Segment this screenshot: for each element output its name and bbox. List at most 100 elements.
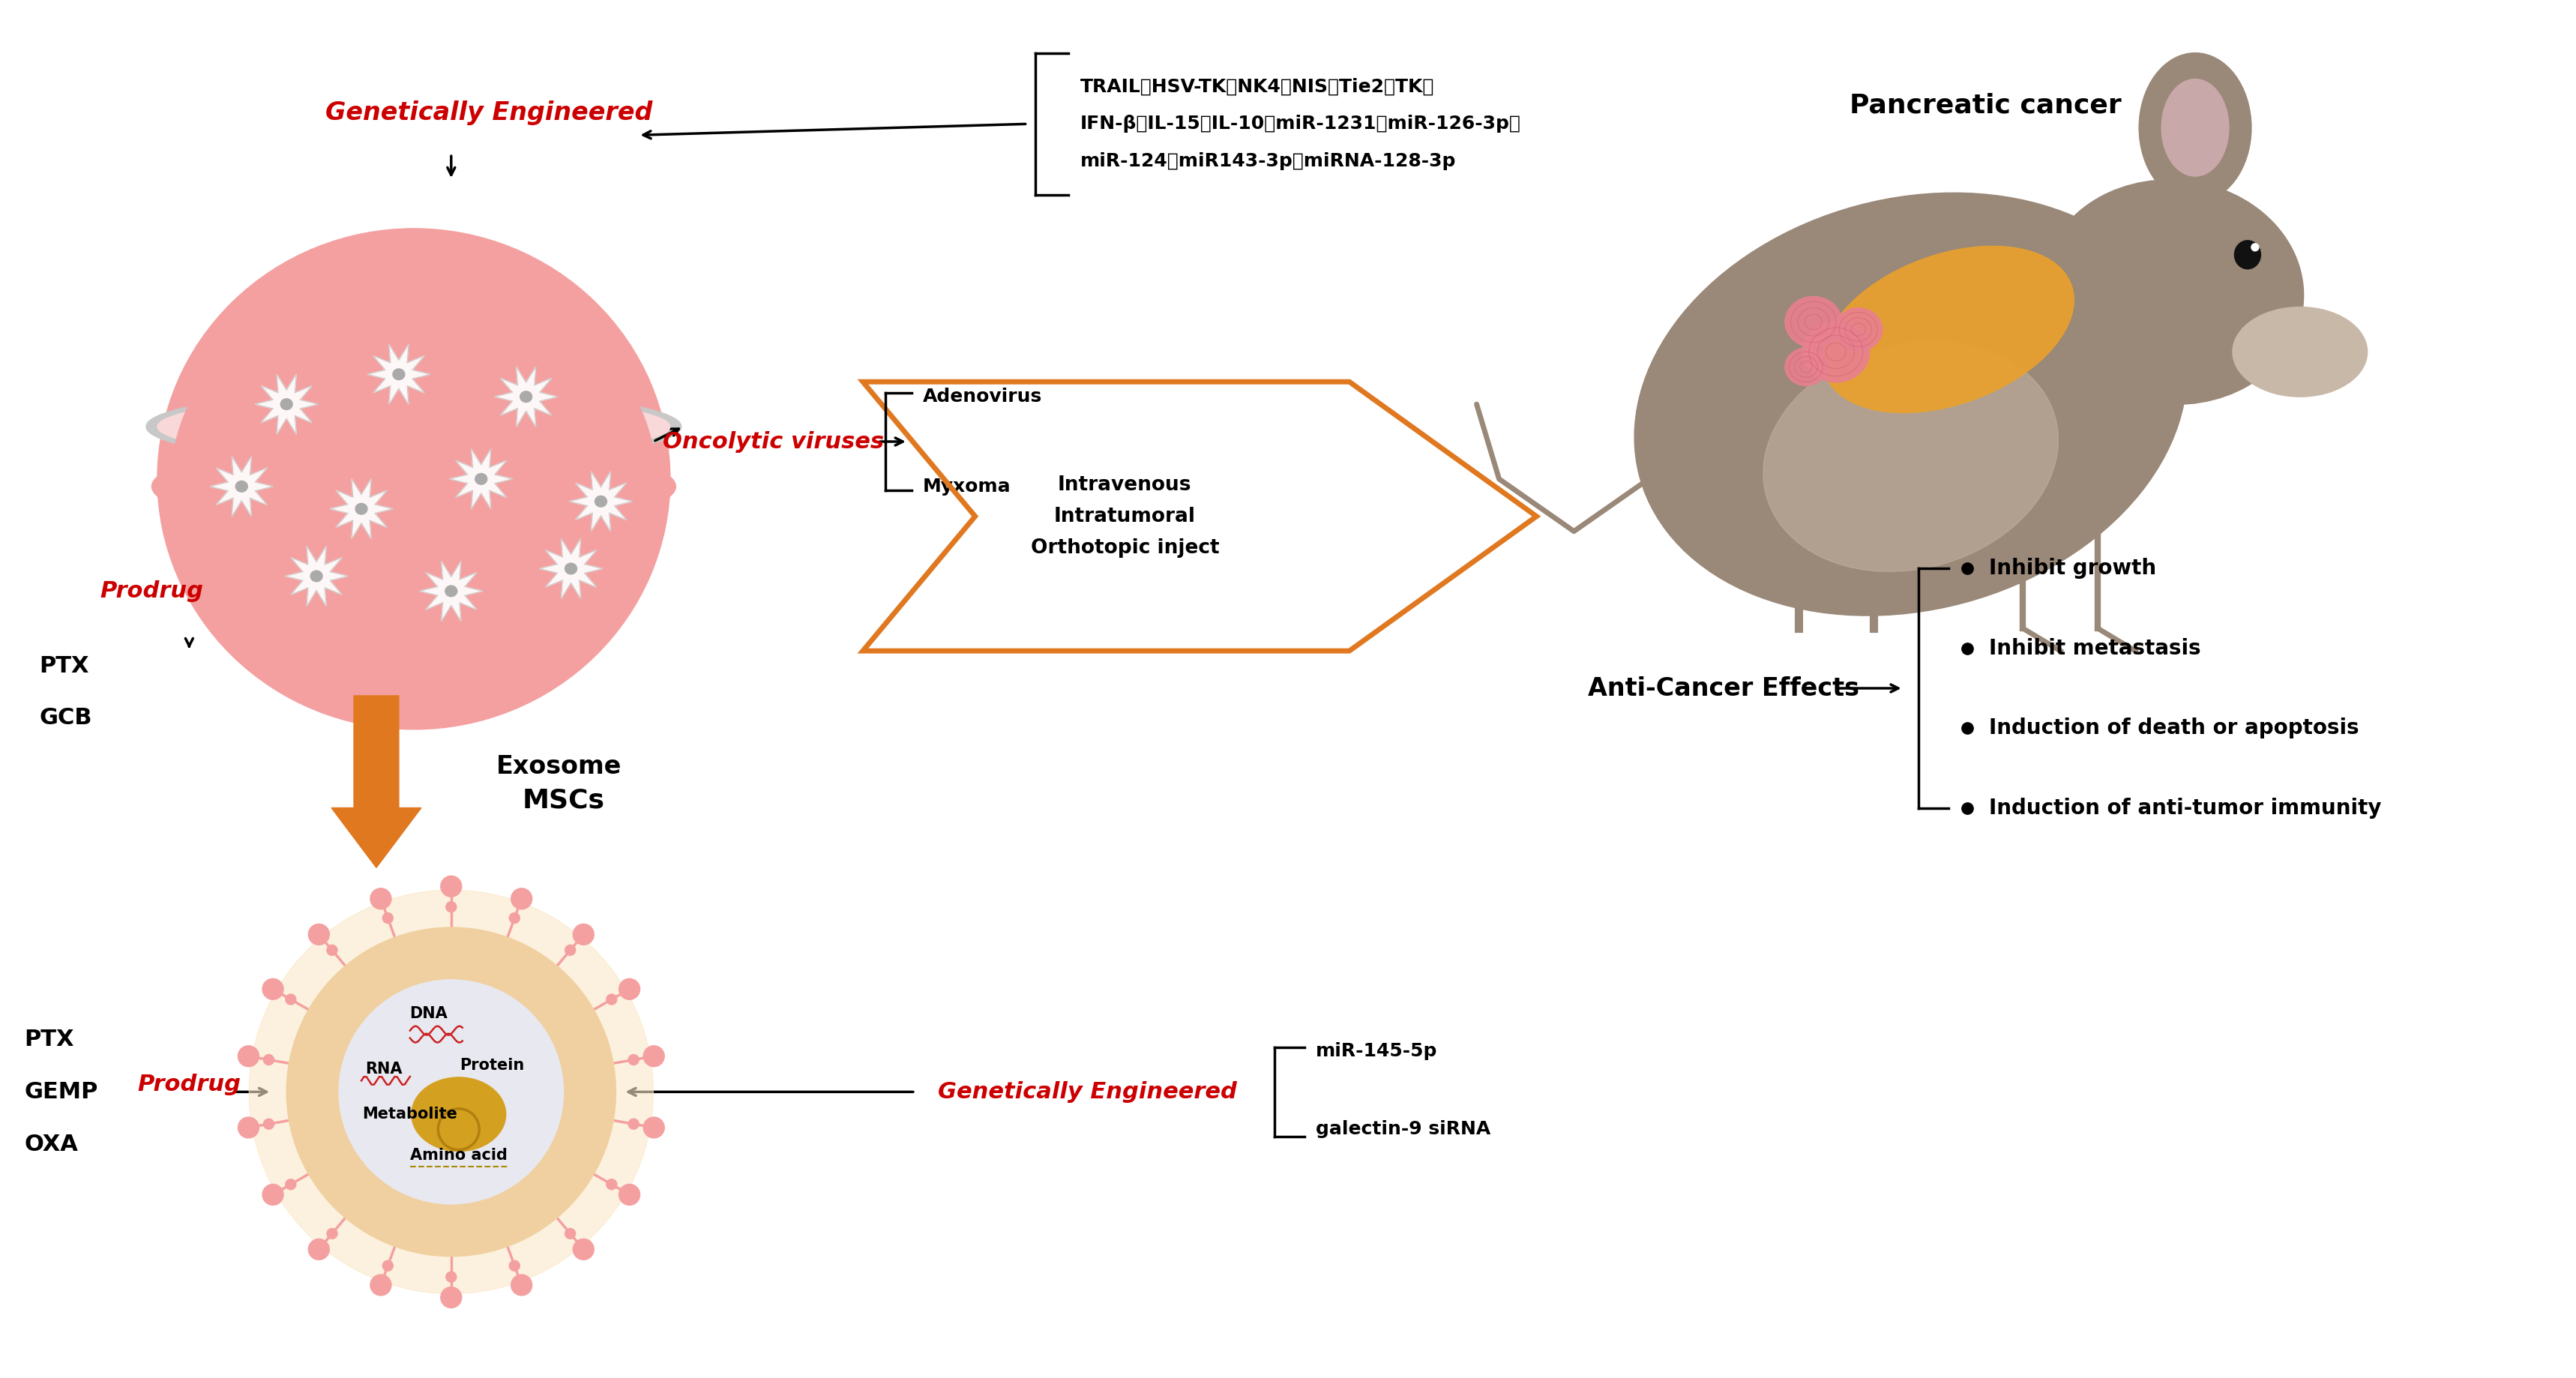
Ellipse shape xyxy=(510,889,533,909)
Ellipse shape xyxy=(286,927,616,1257)
Ellipse shape xyxy=(250,890,654,1294)
Text: DNA: DNA xyxy=(410,1006,448,1021)
Text: Prodrug: Prodrug xyxy=(137,1073,242,1096)
Ellipse shape xyxy=(286,1180,296,1189)
Ellipse shape xyxy=(1834,307,1883,351)
Polygon shape xyxy=(286,546,348,606)
Text: Induction of death or apoptosis: Induction of death or apoptosis xyxy=(1989,718,2360,739)
Ellipse shape xyxy=(392,369,404,380)
Ellipse shape xyxy=(1803,321,1870,382)
Ellipse shape xyxy=(2251,244,2259,251)
Ellipse shape xyxy=(263,1184,283,1206)
Polygon shape xyxy=(332,696,422,868)
Ellipse shape xyxy=(371,889,392,909)
Ellipse shape xyxy=(327,1228,337,1239)
Text: GEMP: GEMP xyxy=(26,1080,98,1102)
Ellipse shape xyxy=(618,1184,639,1206)
Polygon shape xyxy=(420,561,482,621)
Ellipse shape xyxy=(327,945,337,955)
Ellipse shape xyxy=(629,1119,639,1129)
Ellipse shape xyxy=(384,1261,394,1271)
Ellipse shape xyxy=(2161,79,2228,176)
Ellipse shape xyxy=(446,1272,456,1282)
Ellipse shape xyxy=(446,901,456,912)
Polygon shape xyxy=(255,375,317,434)
Ellipse shape xyxy=(572,925,595,945)
Ellipse shape xyxy=(147,390,680,463)
Ellipse shape xyxy=(2138,52,2251,203)
Ellipse shape xyxy=(564,564,577,575)
Text: Prodrug: Prodrug xyxy=(100,580,204,602)
Ellipse shape xyxy=(446,586,456,597)
Ellipse shape xyxy=(263,978,283,999)
Ellipse shape xyxy=(263,1054,273,1065)
Ellipse shape xyxy=(520,391,533,402)
Ellipse shape xyxy=(263,1119,273,1129)
Text: miR-145-5p: miR-145-5p xyxy=(1316,1042,1437,1060)
Text: IFN-β、IL-15、IL-10、miR-1231、miR-126-3p、: IFN-β、IL-15、IL-10、miR-1231、miR-126-3p、 xyxy=(1079,114,1520,132)
Ellipse shape xyxy=(510,1275,533,1295)
Polygon shape xyxy=(368,344,430,404)
Ellipse shape xyxy=(355,503,368,514)
Text: OXA: OXA xyxy=(26,1133,77,1155)
Ellipse shape xyxy=(340,980,564,1204)
Text: Anti-Cancer Effects: Anti-Cancer Effects xyxy=(1587,675,1860,700)
Text: miR-124、miR143-3p、miRNA-128-3p: miR-124、miR143-3p、miRNA-128-3p xyxy=(1079,153,1455,171)
Ellipse shape xyxy=(2043,179,2303,404)
Text: Protein: Protein xyxy=(461,1058,526,1073)
Text: Intravenous
Intratumoral
Orthotopic inject: Intravenous Intratumoral Orthotopic inje… xyxy=(1030,475,1218,558)
Text: galectin-9 siRNA: galectin-9 siRNA xyxy=(1316,1120,1492,1138)
Ellipse shape xyxy=(1785,349,1826,386)
Text: RNA: RNA xyxy=(366,1062,402,1078)
Ellipse shape xyxy=(2233,241,2262,269)
Ellipse shape xyxy=(371,1275,392,1295)
Ellipse shape xyxy=(629,1054,639,1065)
Ellipse shape xyxy=(644,1118,665,1138)
Text: Amino acid: Amino acid xyxy=(410,1148,507,1163)
Ellipse shape xyxy=(2233,307,2367,397)
Text: Genetically Engineered: Genetically Engineered xyxy=(938,1080,1236,1102)
Ellipse shape xyxy=(281,398,294,409)
Ellipse shape xyxy=(237,1118,260,1138)
Ellipse shape xyxy=(644,1046,665,1067)
Ellipse shape xyxy=(1633,193,2187,616)
Ellipse shape xyxy=(1785,296,1842,347)
Ellipse shape xyxy=(564,1228,574,1239)
Ellipse shape xyxy=(312,570,322,582)
Ellipse shape xyxy=(564,945,574,955)
Text: PTX: PTX xyxy=(26,1029,75,1050)
Ellipse shape xyxy=(237,1046,260,1067)
Text: Pancreatic cancer: Pancreatic cancer xyxy=(1850,92,2123,119)
Ellipse shape xyxy=(440,876,461,897)
Polygon shape xyxy=(495,367,556,427)
Text: Adenovirus: Adenovirus xyxy=(922,387,1043,405)
Ellipse shape xyxy=(286,994,296,1005)
Text: Exosome: Exosome xyxy=(497,754,621,779)
Ellipse shape xyxy=(170,271,657,701)
Ellipse shape xyxy=(1762,342,2058,572)
Polygon shape xyxy=(451,449,513,508)
Polygon shape xyxy=(330,480,392,539)
Ellipse shape xyxy=(572,1239,595,1259)
Ellipse shape xyxy=(595,496,608,507)
Ellipse shape xyxy=(309,925,330,945)
Ellipse shape xyxy=(605,994,616,1005)
Ellipse shape xyxy=(152,440,675,533)
Text: GCB: GCB xyxy=(39,707,93,729)
Ellipse shape xyxy=(474,474,487,485)
Ellipse shape xyxy=(162,405,667,448)
Text: Myxoma: Myxoma xyxy=(922,477,1010,496)
Text: Metabolite: Metabolite xyxy=(363,1107,459,1122)
Polygon shape xyxy=(569,471,631,532)
Ellipse shape xyxy=(234,481,247,492)
Ellipse shape xyxy=(510,912,520,923)
Ellipse shape xyxy=(440,1287,461,1308)
Ellipse shape xyxy=(412,1078,505,1151)
Polygon shape xyxy=(211,456,273,517)
Ellipse shape xyxy=(309,1239,330,1259)
Ellipse shape xyxy=(510,1261,520,1271)
Text: Inhibit metastasis: Inhibit metastasis xyxy=(1989,638,2202,659)
Text: PTX: PTX xyxy=(39,655,90,677)
Text: Oncolytic viruses: Oncolytic viruses xyxy=(662,431,884,452)
Text: Genetically Engineered: Genetically Engineered xyxy=(325,101,652,125)
